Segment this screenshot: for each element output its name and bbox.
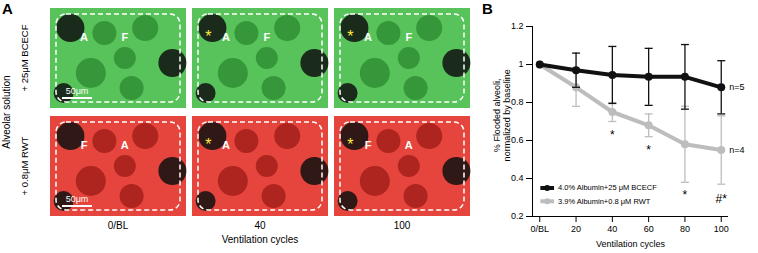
svg-text:Ventilation cycles: Ventilation cycles xyxy=(596,239,666,249)
svg-text:50μm: 50μm xyxy=(66,86,89,96)
svg-text:Alveolar solution: Alveolar solution xyxy=(1,75,12,148)
svg-text:A: A xyxy=(405,139,413,151)
svg-text:20: 20 xyxy=(571,224,581,234)
svg-text:0.4: 0.4 xyxy=(511,173,524,183)
svg-text:0.6: 0.6 xyxy=(511,135,524,145)
svg-text:1: 1 xyxy=(518,59,523,69)
svg-text:A: A xyxy=(2,0,13,17)
svg-text:3.9% Albumin+0.8 μM RWT: 3.9% Albumin+0.8 μM RWT xyxy=(558,197,651,206)
svg-text:*: * xyxy=(347,136,353,153)
svg-text:80: 80 xyxy=(680,224,690,234)
html-text:% Flooded alveoli,: % Flooded alveoli, xyxy=(491,78,502,153)
html-text:normalized by baseline: normalized by baseline xyxy=(502,69,512,162)
svg-text:A: A xyxy=(80,31,88,43)
svg-text:n=5: n=5 xyxy=(729,82,744,92)
svg-text:n=4: n=4 xyxy=(729,145,744,155)
svg-text:F: F xyxy=(81,139,88,151)
svg-text:40: 40 xyxy=(607,224,617,234)
svg-text:*: * xyxy=(205,136,211,153)
svg-text:0.2: 0.2 xyxy=(511,211,524,221)
svg-text:*: * xyxy=(347,28,353,45)
svg-text:*: * xyxy=(205,28,211,45)
svg-text:F: F xyxy=(405,31,412,43)
svg-text:F: F xyxy=(365,139,372,151)
svg-text:0/BL: 0/BL xyxy=(108,220,129,231)
svg-text:0/BL: 0/BL xyxy=(531,224,550,234)
svg-text:50μm: 50μm xyxy=(66,194,89,204)
svg-text:#*: #* xyxy=(716,192,728,206)
svg-text:*: * xyxy=(683,188,688,202)
svg-text:F: F xyxy=(263,31,270,43)
svg-text:F: F xyxy=(121,31,128,43)
svg-text:40: 40 xyxy=(254,220,266,231)
svg-text:100: 100 xyxy=(394,220,411,231)
svg-text:Ventilation cycles: Ventilation cycles xyxy=(222,234,299,245)
svg-text:*: * xyxy=(646,143,651,157)
svg-text:A: A xyxy=(222,31,230,43)
html-text:B: B xyxy=(482,0,493,17)
svg-text:+ 0.8μM RWT: + 0.8μM RWT xyxy=(19,136,30,195)
svg-text:A: A xyxy=(222,139,230,151)
svg-text:0.8: 0.8 xyxy=(511,97,524,107)
svg-text:100: 100 xyxy=(714,224,729,234)
svg-text:+ 25μM BCECF: + 25μM BCECF xyxy=(19,24,30,91)
svg-text:*: * xyxy=(610,128,615,142)
svg-text:60: 60 xyxy=(644,224,654,234)
svg-text:1.2: 1.2 xyxy=(511,21,524,31)
svg-text:A: A xyxy=(121,139,129,151)
svg-text:A: A xyxy=(364,31,372,43)
svg-text:4.0% Albumin+25 μM BCECF: 4.0% Albumin+25 μM BCECF xyxy=(558,183,657,192)
